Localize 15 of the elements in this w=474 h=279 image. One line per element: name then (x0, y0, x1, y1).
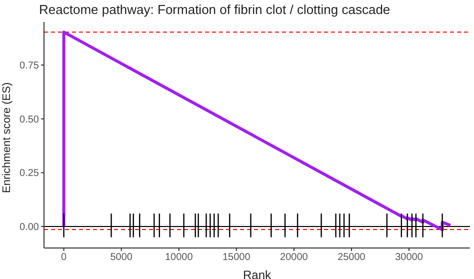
x-tick-label: 15000 (222, 252, 251, 264)
chart-title: Reactome pathway: Formation of fibrin clot / clotting cascade (39, 2, 390, 17)
x-tick-label: 20000 (280, 252, 308, 264)
line-series (62, 30, 452, 232)
x-tick-label: 10000 (164, 252, 194, 264)
x-tick-label: 0 (61, 252, 68, 264)
y-tick-label: 0.50 (20, 114, 40, 126)
y-axis-title: Enrichment score (ES) (0, 82, 13, 193)
x-tick-label: 5000 (110, 252, 133, 264)
y-tick-label: 0.75 (20, 60, 40, 72)
x-tick-label: 25000 (338, 252, 366, 264)
x-tick-label: 30000 (395, 252, 424, 264)
x-axis-title: Rank (242, 268, 272, 279)
y-tick-label: 0.00 (20, 222, 40, 234)
y-tick-label: 0.25 (20, 168, 40, 180)
